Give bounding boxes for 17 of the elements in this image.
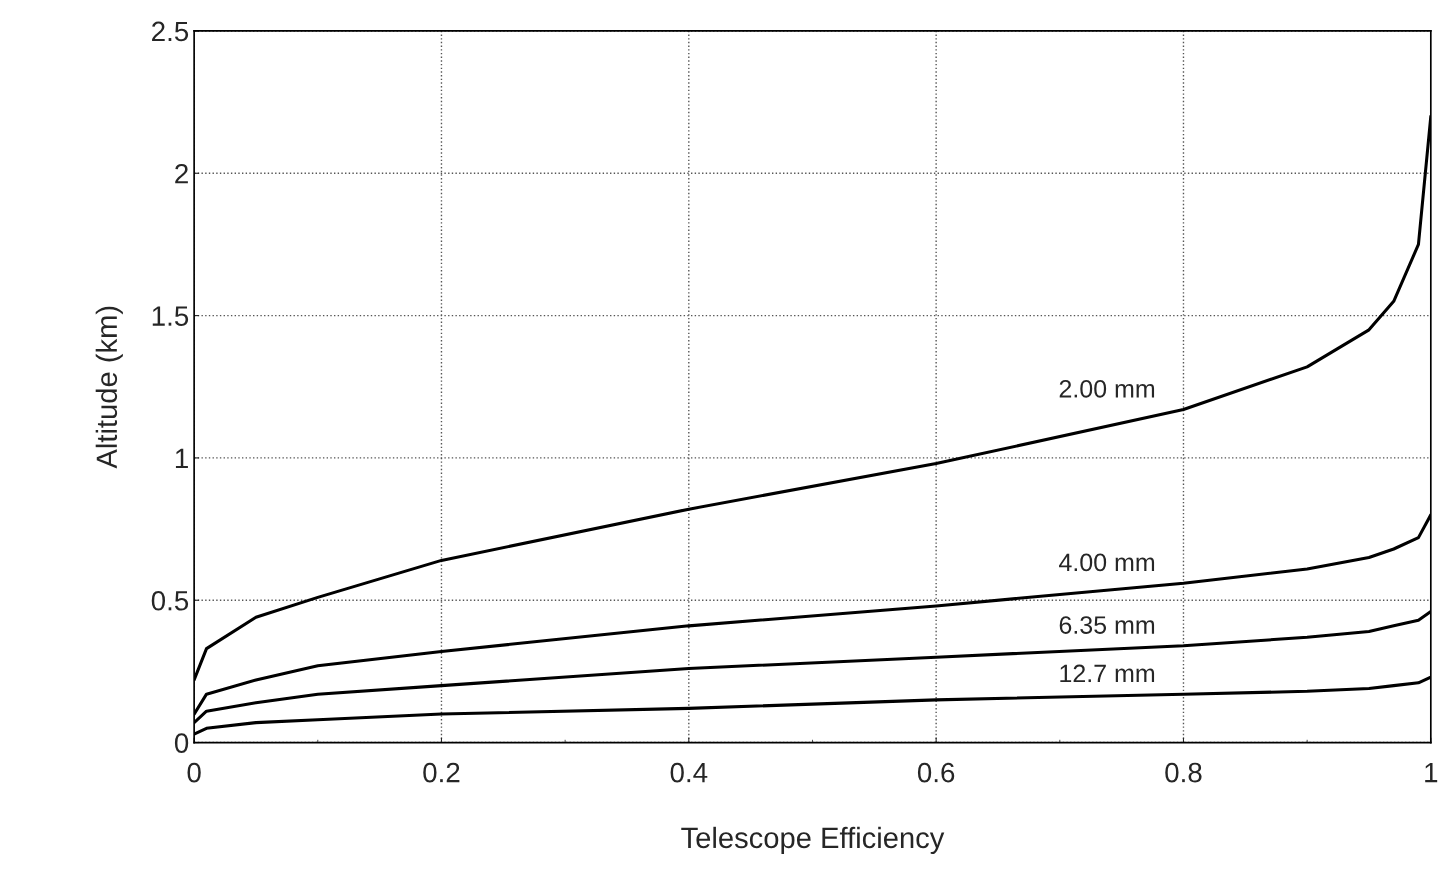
- series-label: 4.00 mm: [1059, 553, 1155, 572]
- y-tick-label: 2.5: [152, 21, 189, 42]
- y-tick-label: 2: [175, 163, 188, 184]
- x-tick-label: 0.6: [917, 762, 955, 783]
- series-label: 12.7 mm: [1060, 664, 1155, 683]
- series-label: 2.00 mm: [1059, 379, 1155, 398]
- y-tick-label: 0.5: [151, 590, 189, 611]
- series-label: 6.35 mm: [1059, 616, 1155, 634]
- y-tick-label: 1.5: [152, 306, 189, 326]
- x-tick-label: 0.8: [1165, 762, 1202, 783]
- x-axis-title: Telescope Efficiency: [681, 826, 945, 854]
- y-tick-label: 1: [175, 448, 188, 468]
- y-tick-label: 0: [174, 733, 189, 753]
- x-tick-label: 0.2: [423, 762, 460, 783]
- y-axis-title: Altitude (km): [95, 306, 123, 469]
- x-tick-label: 1: [1425, 763, 1438, 783]
- x-tick-label: 0.4: [670, 762, 708, 783]
